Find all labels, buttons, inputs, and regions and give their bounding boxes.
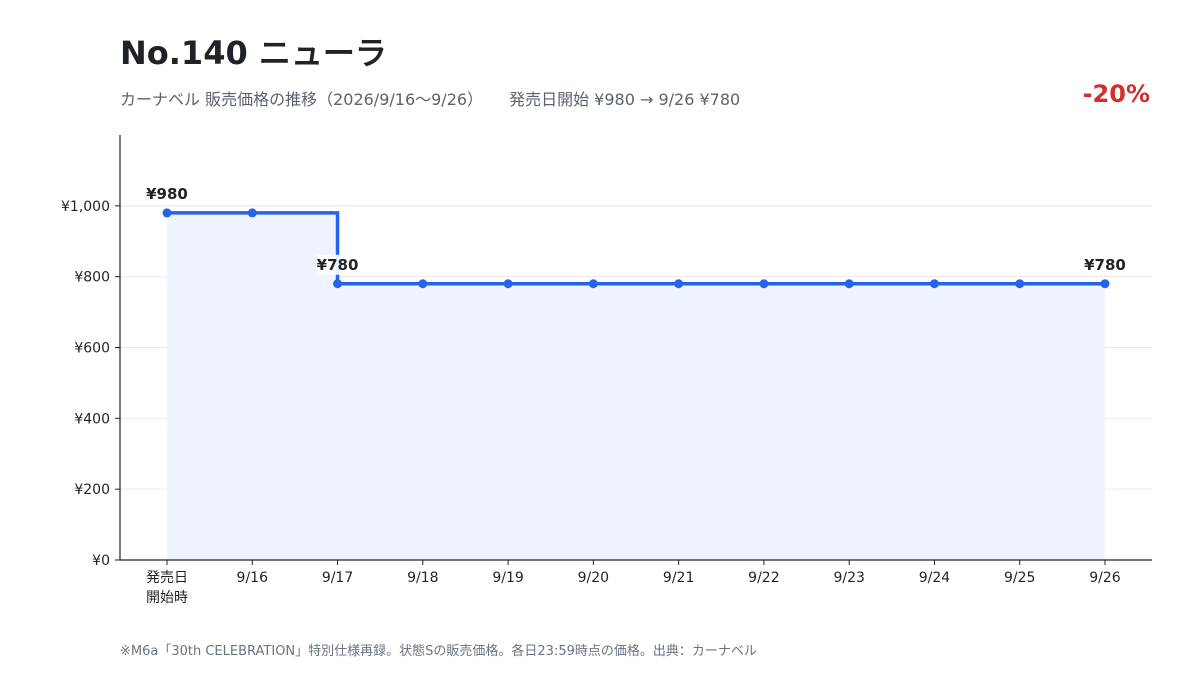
data-point [588,279,598,289]
footnote: ※M6a「30th CELEBRATION」特別仕様再録。状態Sの販売価格。各日… [120,644,757,659]
data-point [929,279,939,289]
x-tick-label: 9/25 [1004,570,1035,586]
data-point [844,279,854,289]
y-tick-label: ¥0 [92,553,110,569]
data-label: ¥780 [317,256,359,274]
data-labels: ¥980 ¥780 ¥780 [146,183,1126,275]
data-point [247,208,257,218]
y-tick-label: ¥200 [74,482,110,498]
data-label: ¥980 [146,185,188,203]
data-point [418,279,428,289]
x-tick-label: 9/26 [1089,570,1121,586]
data-point [674,279,684,289]
data-point [503,279,513,289]
area-fill [167,212,1105,560]
y-tick-label: ¥1,000 [61,199,110,215]
chart-subtitle: カーナベル 販売価格の推移（2026/9/16〜9/26） 発売日開始 ¥980 … [120,86,740,110]
tick-labels: ¥0 ¥200 ¥400 ¥600 ¥800 ¥1,000 発売日開始時 9/16 9/17 9/… [61,199,1121,606]
data-label-bg [317,254,358,275]
x-tick-label: 9/24 [919,570,951,586]
y-tick-label: ¥600 [74,341,110,357]
x-tick-label: 発売日開始時 [146,570,188,606]
data-point [333,279,343,289]
x-tick-label: 9/18 [407,570,438,586]
y-tick-label: ¥800 [74,270,110,286]
data-point [1100,279,1110,289]
axes [115,135,1152,565]
x-tick-label: 9/21 [663,570,694,586]
y-tick-label: ¥400 [74,411,110,427]
data-label: ¥780 [1084,256,1126,274]
x-tick-label: 9/20 [578,570,609,586]
x-tick-label: 9/23 [833,570,864,586]
data-point [162,208,172,218]
data-points [162,208,1110,289]
x-tick-label: 9/17 [322,570,353,586]
data-label-bg [147,183,187,204]
data-point [1015,279,1025,289]
x-tick-label: 9/16 [237,570,269,586]
x-tick-label: 9/22 [748,570,779,586]
data-point [759,279,769,289]
price-change-badge: -20% [1082,80,1150,108]
subtitle-period: カーナベル 販売価格の推移（2026/9/16〜9/26） [120,90,484,109]
page-title: No.140 ニューラ [120,34,387,72]
x-tick-label: 9/19 [492,570,523,586]
data-label-bg [1085,254,1125,275]
price-summary: 発売日開始 ¥980 → 9/26 ¥780 [509,90,741,109]
